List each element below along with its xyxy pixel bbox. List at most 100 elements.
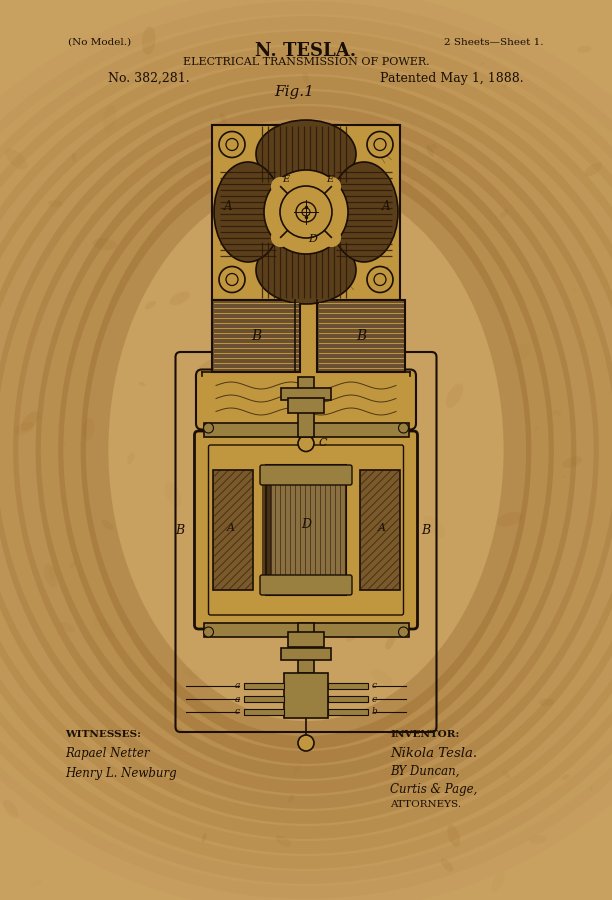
Text: ELECTRICAL TRANSMISSION OF POWER.: ELECTRICAL TRANSMISSION OF POWER. xyxy=(183,57,429,67)
Text: A: A xyxy=(224,201,232,213)
Ellipse shape xyxy=(194,360,217,382)
Ellipse shape xyxy=(481,62,483,65)
Bar xyxy=(328,696,368,702)
Text: c: c xyxy=(372,681,377,690)
Circle shape xyxy=(367,131,393,158)
Ellipse shape xyxy=(142,27,155,55)
Ellipse shape xyxy=(232,402,247,428)
FancyBboxPatch shape xyxy=(260,465,352,485)
Ellipse shape xyxy=(300,255,311,266)
Text: Curtis & Page,: Curtis & Page, xyxy=(390,783,477,796)
Ellipse shape xyxy=(220,113,227,124)
Ellipse shape xyxy=(201,833,207,842)
Ellipse shape xyxy=(5,148,28,169)
Bar xyxy=(298,377,314,437)
Ellipse shape xyxy=(302,72,310,85)
Ellipse shape xyxy=(502,770,510,779)
Ellipse shape xyxy=(535,428,539,429)
Ellipse shape xyxy=(236,145,255,166)
Ellipse shape xyxy=(83,418,94,441)
Circle shape xyxy=(280,186,332,238)
Circle shape xyxy=(204,423,214,433)
Ellipse shape xyxy=(127,452,135,464)
Bar xyxy=(266,465,346,595)
Ellipse shape xyxy=(21,411,39,431)
Bar xyxy=(244,683,284,689)
Bar xyxy=(281,388,331,400)
Text: B: B xyxy=(422,524,431,536)
Ellipse shape xyxy=(500,209,509,218)
Text: Nikola Tesla.: Nikola Tesla. xyxy=(390,747,477,760)
Ellipse shape xyxy=(562,476,565,477)
Ellipse shape xyxy=(48,200,62,207)
Text: Fig.2: Fig.2 xyxy=(274,465,314,480)
Text: BY Duncan,: BY Duncan, xyxy=(390,765,460,778)
Ellipse shape xyxy=(254,505,264,525)
Circle shape xyxy=(367,266,393,292)
Ellipse shape xyxy=(386,605,397,628)
Text: a: a xyxy=(234,695,240,704)
Text: INVENTOR:: INVENTOR: xyxy=(390,730,460,739)
Circle shape xyxy=(374,274,386,285)
Text: WITNESSES:: WITNESSES: xyxy=(65,730,141,739)
Ellipse shape xyxy=(256,120,356,188)
Text: B: B xyxy=(176,524,184,536)
FancyBboxPatch shape xyxy=(195,431,417,629)
Bar xyxy=(212,470,253,590)
Ellipse shape xyxy=(502,83,507,88)
Bar xyxy=(284,673,328,718)
Bar xyxy=(204,623,408,637)
Circle shape xyxy=(219,131,245,158)
Circle shape xyxy=(298,735,314,751)
Bar xyxy=(244,696,284,702)
Bar xyxy=(359,470,400,590)
Text: D: D xyxy=(301,518,311,532)
Text: B: B xyxy=(356,328,366,343)
Bar xyxy=(317,300,405,372)
Text: E: E xyxy=(326,175,333,184)
Ellipse shape xyxy=(310,474,326,495)
Circle shape xyxy=(398,423,408,433)
Ellipse shape xyxy=(330,162,398,262)
Bar xyxy=(298,623,314,673)
Ellipse shape xyxy=(170,292,190,305)
Ellipse shape xyxy=(529,835,547,844)
Ellipse shape xyxy=(346,629,359,642)
Ellipse shape xyxy=(577,46,591,53)
Bar xyxy=(328,683,368,689)
Ellipse shape xyxy=(44,563,58,588)
Ellipse shape xyxy=(562,775,570,780)
Text: a: a xyxy=(234,681,240,690)
Text: N. TESLA.: N. TESLA. xyxy=(255,42,357,60)
Text: A: A xyxy=(382,201,390,213)
Ellipse shape xyxy=(584,163,602,176)
Text: b: b xyxy=(372,707,378,716)
Ellipse shape xyxy=(590,787,592,790)
Ellipse shape xyxy=(573,287,575,291)
Circle shape xyxy=(219,266,245,292)
Text: Patented May 1, 1888.: Patented May 1, 1888. xyxy=(380,72,524,85)
Circle shape xyxy=(226,139,238,150)
Circle shape xyxy=(226,274,238,285)
Ellipse shape xyxy=(139,382,146,386)
Text: A: A xyxy=(378,523,386,533)
Circle shape xyxy=(374,139,386,150)
Ellipse shape xyxy=(446,383,463,408)
Circle shape xyxy=(302,208,310,216)
Text: c: c xyxy=(235,707,240,716)
Ellipse shape xyxy=(92,238,117,250)
Bar xyxy=(288,632,324,647)
Ellipse shape xyxy=(447,824,460,847)
Bar xyxy=(244,709,284,715)
Text: Rapael Netter: Rapael Netter xyxy=(65,747,149,760)
Ellipse shape xyxy=(102,519,114,530)
FancyBboxPatch shape xyxy=(196,370,416,429)
Ellipse shape xyxy=(159,680,163,686)
Text: 2 Sheets—Sheet 1.: 2 Sheets—Sheet 1. xyxy=(444,38,544,47)
Circle shape xyxy=(204,627,214,637)
Ellipse shape xyxy=(280,497,285,500)
Ellipse shape xyxy=(256,236,356,304)
Circle shape xyxy=(398,627,408,637)
Circle shape xyxy=(298,436,314,452)
Ellipse shape xyxy=(214,162,282,262)
